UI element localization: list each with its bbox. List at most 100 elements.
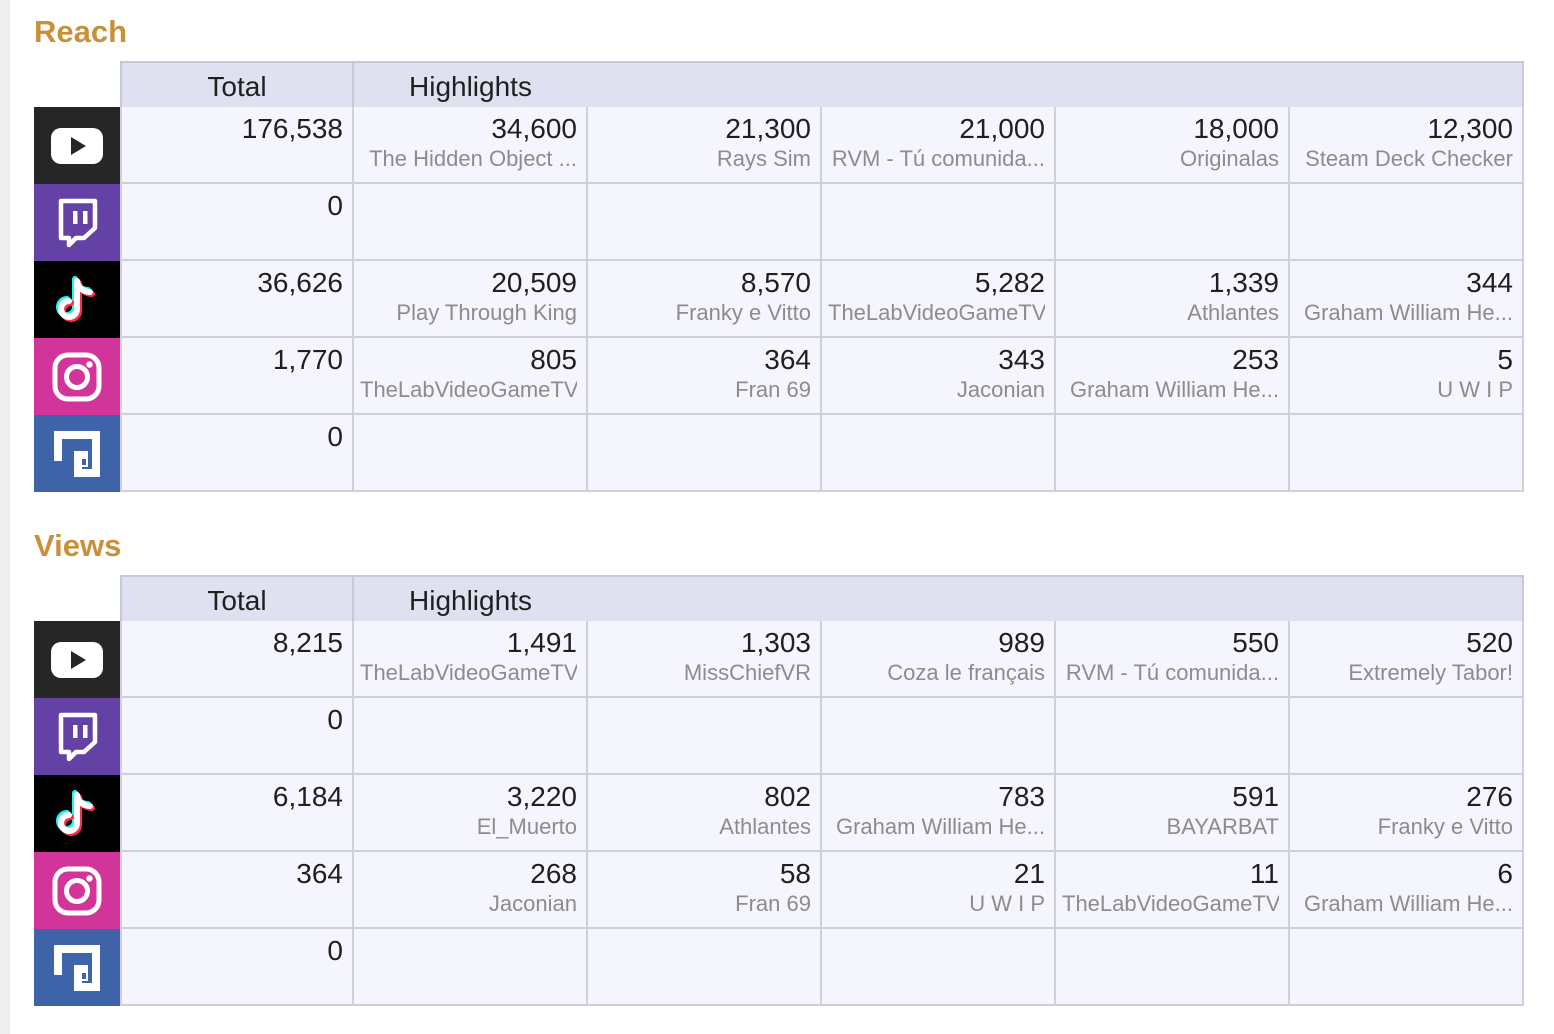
highlight-cell: 34,600 The Hidden Object ... bbox=[354, 107, 588, 184]
highlight-channel-name[interactable]: TheLabVideoGameTV bbox=[828, 300, 1045, 325]
highlight-channel-name[interactable]: Graham William He... bbox=[1069, 377, 1279, 402]
views-title: Views bbox=[34, 528, 122, 563]
highlight-cell: 21 U W I P bbox=[822, 852, 1056, 929]
highlight-channel-name[interactable]: U W I P bbox=[1437, 377, 1513, 402]
highlight-channel-name[interactable]: El_Muerto bbox=[476, 814, 577, 839]
highlight-value: 268 bbox=[530, 858, 577, 889]
total-cell: 6,184 bbox=[120, 775, 354, 852]
youtube-platform-cell bbox=[34, 107, 120, 184]
highlight-channel-name[interactable]: Rays Sim bbox=[716, 146, 811, 171]
highlight-cell: 364 Fran 69 bbox=[588, 338, 822, 415]
reach-table: Total Highlights 176,538 34,600 The Hidden… bbox=[34, 61, 1524, 492]
highlight-channel-name[interactable]: MissChiefVR bbox=[683, 660, 811, 685]
highlight-channel-name[interactable]: Steam Deck Checker bbox=[1305, 146, 1513, 171]
highlight-channel-name[interactable]: Play Through King bbox=[396, 300, 577, 325]
highlight-cell: 21,000 RVM - Tú comunida... bbox=[822, 107, 1056, 184]
youtube-icon bbox=[50, 640, 104, 680]
highlight-value: 11 bbox=[1249, 858, 1279, 889]
total-value: 8,215 bbox=[272, 627, 343, 658]
highlight-cell: 253 Graham William He... bbox=[1056, 338, 1290, 415]
highlight-channel-name[interactable]: Athlantes bbox=[719, 814, 811, 839]
total-value: 6,184 bbox=[272, 781, 343, 812]
highlight-cell: 276 Franky e Vitto bbox=[1290, 775, 1524, 852]
highlight-cell: 550 RVM - Tú comunida... bbox=[1056, 621, 1290, 698]
highlight-cell: 1,303 MissChiefVR bbox=[588, 621, 822, 698]
highlight-cell bbox=[822, 698, 1056, 775]
total-cell: 0 bbox=[120, 929, 354, 1006]
highlight-channel-name[interactable]: Franky e Vitto bbox=[1377, 814, 1513, 839]
highlight-value: 6 bbox=[1497, 858, 1513, 889]
tiktok-platform-cell bbox=[34, 775, 120, 852]
twitch-platform-cell bbox=[34, 698, 120, 775]
highlight-channel-name[interactable]: Fran 69 bbox=[735, 891, 811, 916]
highlight-channel-name[interactable]: Jaconian bbox=[488, 891, 577, 916]
highlight-channel-name[interactable]: Graham William He... bbox=[835, 814, 1045, 839]
highlight-channel-name[interactable]: BAYARBAT bbox=[1166, 814, 1279, 839]
views-table: Total Highlights 8,215 1,491 TheLabVideoGa… bbox=[34, 575, 1524, 1006]
header-total: Total bbox=[120, 575, 354, 621]
highlight-value: 18,000 bbox=[1193, 113, 1279, 144]
highlight-cell: 11 TheLabVideoGameTV bbox=[1056, 852, 1290, 929]
highlight-channel-name[interactable]: TheLabVideoGameTV bbox=[360, 377, 577, 402]
total-cell: 0 bbox=[120, 698, 354, 775]
total-cell: 0 bbox=[120, 415, 354, 492]
highlight-channel-name[interactable]: The Hidden Object ... bbox=[369, 146, 577, 171]
highlight-cell: 344 Graham William He... bbox=[1290, 261, 1524, 338]
highlight-cell: 20,509 Play Through King bbox=[354, 261, 588, 338]
highlight-channel-name[interactable]: Franky e Vitto bbox=[675, 300, 811, 325]
total-value: 0 bbox=[327, 190, 343, 221]
gameface-platform-cell bbox=[34, 929, 120, 1006]
highlight-cell: 3,220 El_Muerto bbox=[354, 775, 588, 852]
highlight-channel-name[interactable]: Jaconian bbox=[956, 377, 1045, 402]
highlight-channel-name[interactable]: TheLabVideoGameTV bbox=[1062, 891, 1279, 916]
header-highlights: Highlights bbox=[354, 575, 1524, 621]
highlight-value: 58 bbox=[779, 858, 811, 889]
highlight-cell: 802 Athlantes bbox=[588, 775, 822, 852]
total-value: 176,538 bbox=[241, 113, 343, 144]
tiktok-icon bbox=[55, 789, 99, 839]
gameface-icon bbox=[52, 943, 102, 993]
highlight-channel-name[interactable]: Originalas bbox=[1179, 146, 1279, 171]
highlight-channel-name[interactable]: Graham William He... bbox=[1303, 300, 1513, 325]
highlight-channel-name[interactable]: RVM - Tú comunida... bbox=[1065, 660, 1279, 685]
highlight-cell bbox=[1056, 184, 1290, 261]
gameface-icon bbox=[52, 429, 102, 479]
highlight-channel-name[interactable]: Coza le français bbox=[887, 660, 1045, 685]
total-cell: 364 bbox=[120, 852, 354, 929]
highlight-value: 591 bbox=[1232, 781, 1279, 812]
highlight-value: 21,000 bbox=[959, 113, 1045, 144]
highlight-cell bbox=[588, 698, 822, 775]
instagram-platform-cell bbox=[34, 338, 120, 415]
highlight-cell bbox=[588, 929, 822, 1006]
highlight-value: 8,570 bbox=[740, 267, 811, 298]
instagram-platform-cell bbox=[34, 852, 120, 929]
highlight-cell bbox=[822, 184, 1056, 261]
highlight-cell: 8,570 Franky e Vitto bbox=[588, 261, 822, 338]
highlight-channel-name[interactable]: Athlantes bbox=[1187, 300, 1279, 325]
left-rail bbox=[0, 0, 10, 1034]
highlight-channel-name[interactable]: U W I P bbox=[969, 891, 1045, 916]
highlight-value: 805 bbox=[530, 344, 577, 375]
highlight-cell bbox=[588, 415, 822, 492]
highlight-channel-name[interactable]: Extremely Tabor! bbox=[1348, 660, 1513, 685]
highlight-channel-name[interactable]: Fran 69 bbox=[735, 377, 811, 402]
highlight-cell: 343 Jaconian bbox=[822, 338, 1056, 415]
highlight-channel-name[interactable]: RVM - Tú comunida... bbox=[831, 146, 1045, 171]
highlight-value: 344 bbox=[1466, 267, 1513, 298]
highlight-cell bbox=[354, 415, 588, 492]
highlight-value: 1,303 bbox=[740, 627, 811, 658]
highlight-channel-name[interactable]: Graham William He... bbox=[1303, 891, 1513, 916]
total-value: 36,626 bbox=[257, 267, 343, 298]
highlight-value: 1,339 bbox=[1208, 267, 1279, 298]
highlight-value: 5 bbox=[1497, 344, 1513, 375]
highlight-cell bbox=[1056, 698, 1290, 775]
highlight-value: 253 bbox=[1232, 344, 1279, 375]
table-corner bbox=[34, 61, 120, 107]
highlight-value: 20,509 bbox=[491, 267, 577, 298]
total-cell: 0 bbox=[120, 184, 354, 261]
twitch-icon bbox=[55, 712, 99, 762]
instagram-icon bbox=[52, 352, 102, 402]
total-cell: 8,215 bbox=[120, 621, 354, 698]
highlight-channel-name[interactable]: TheLabVideoGameTV bbox=[360, 660, 577, 685]
header-highlights: Highlights bbox=[354, 61, 1524, 107]
